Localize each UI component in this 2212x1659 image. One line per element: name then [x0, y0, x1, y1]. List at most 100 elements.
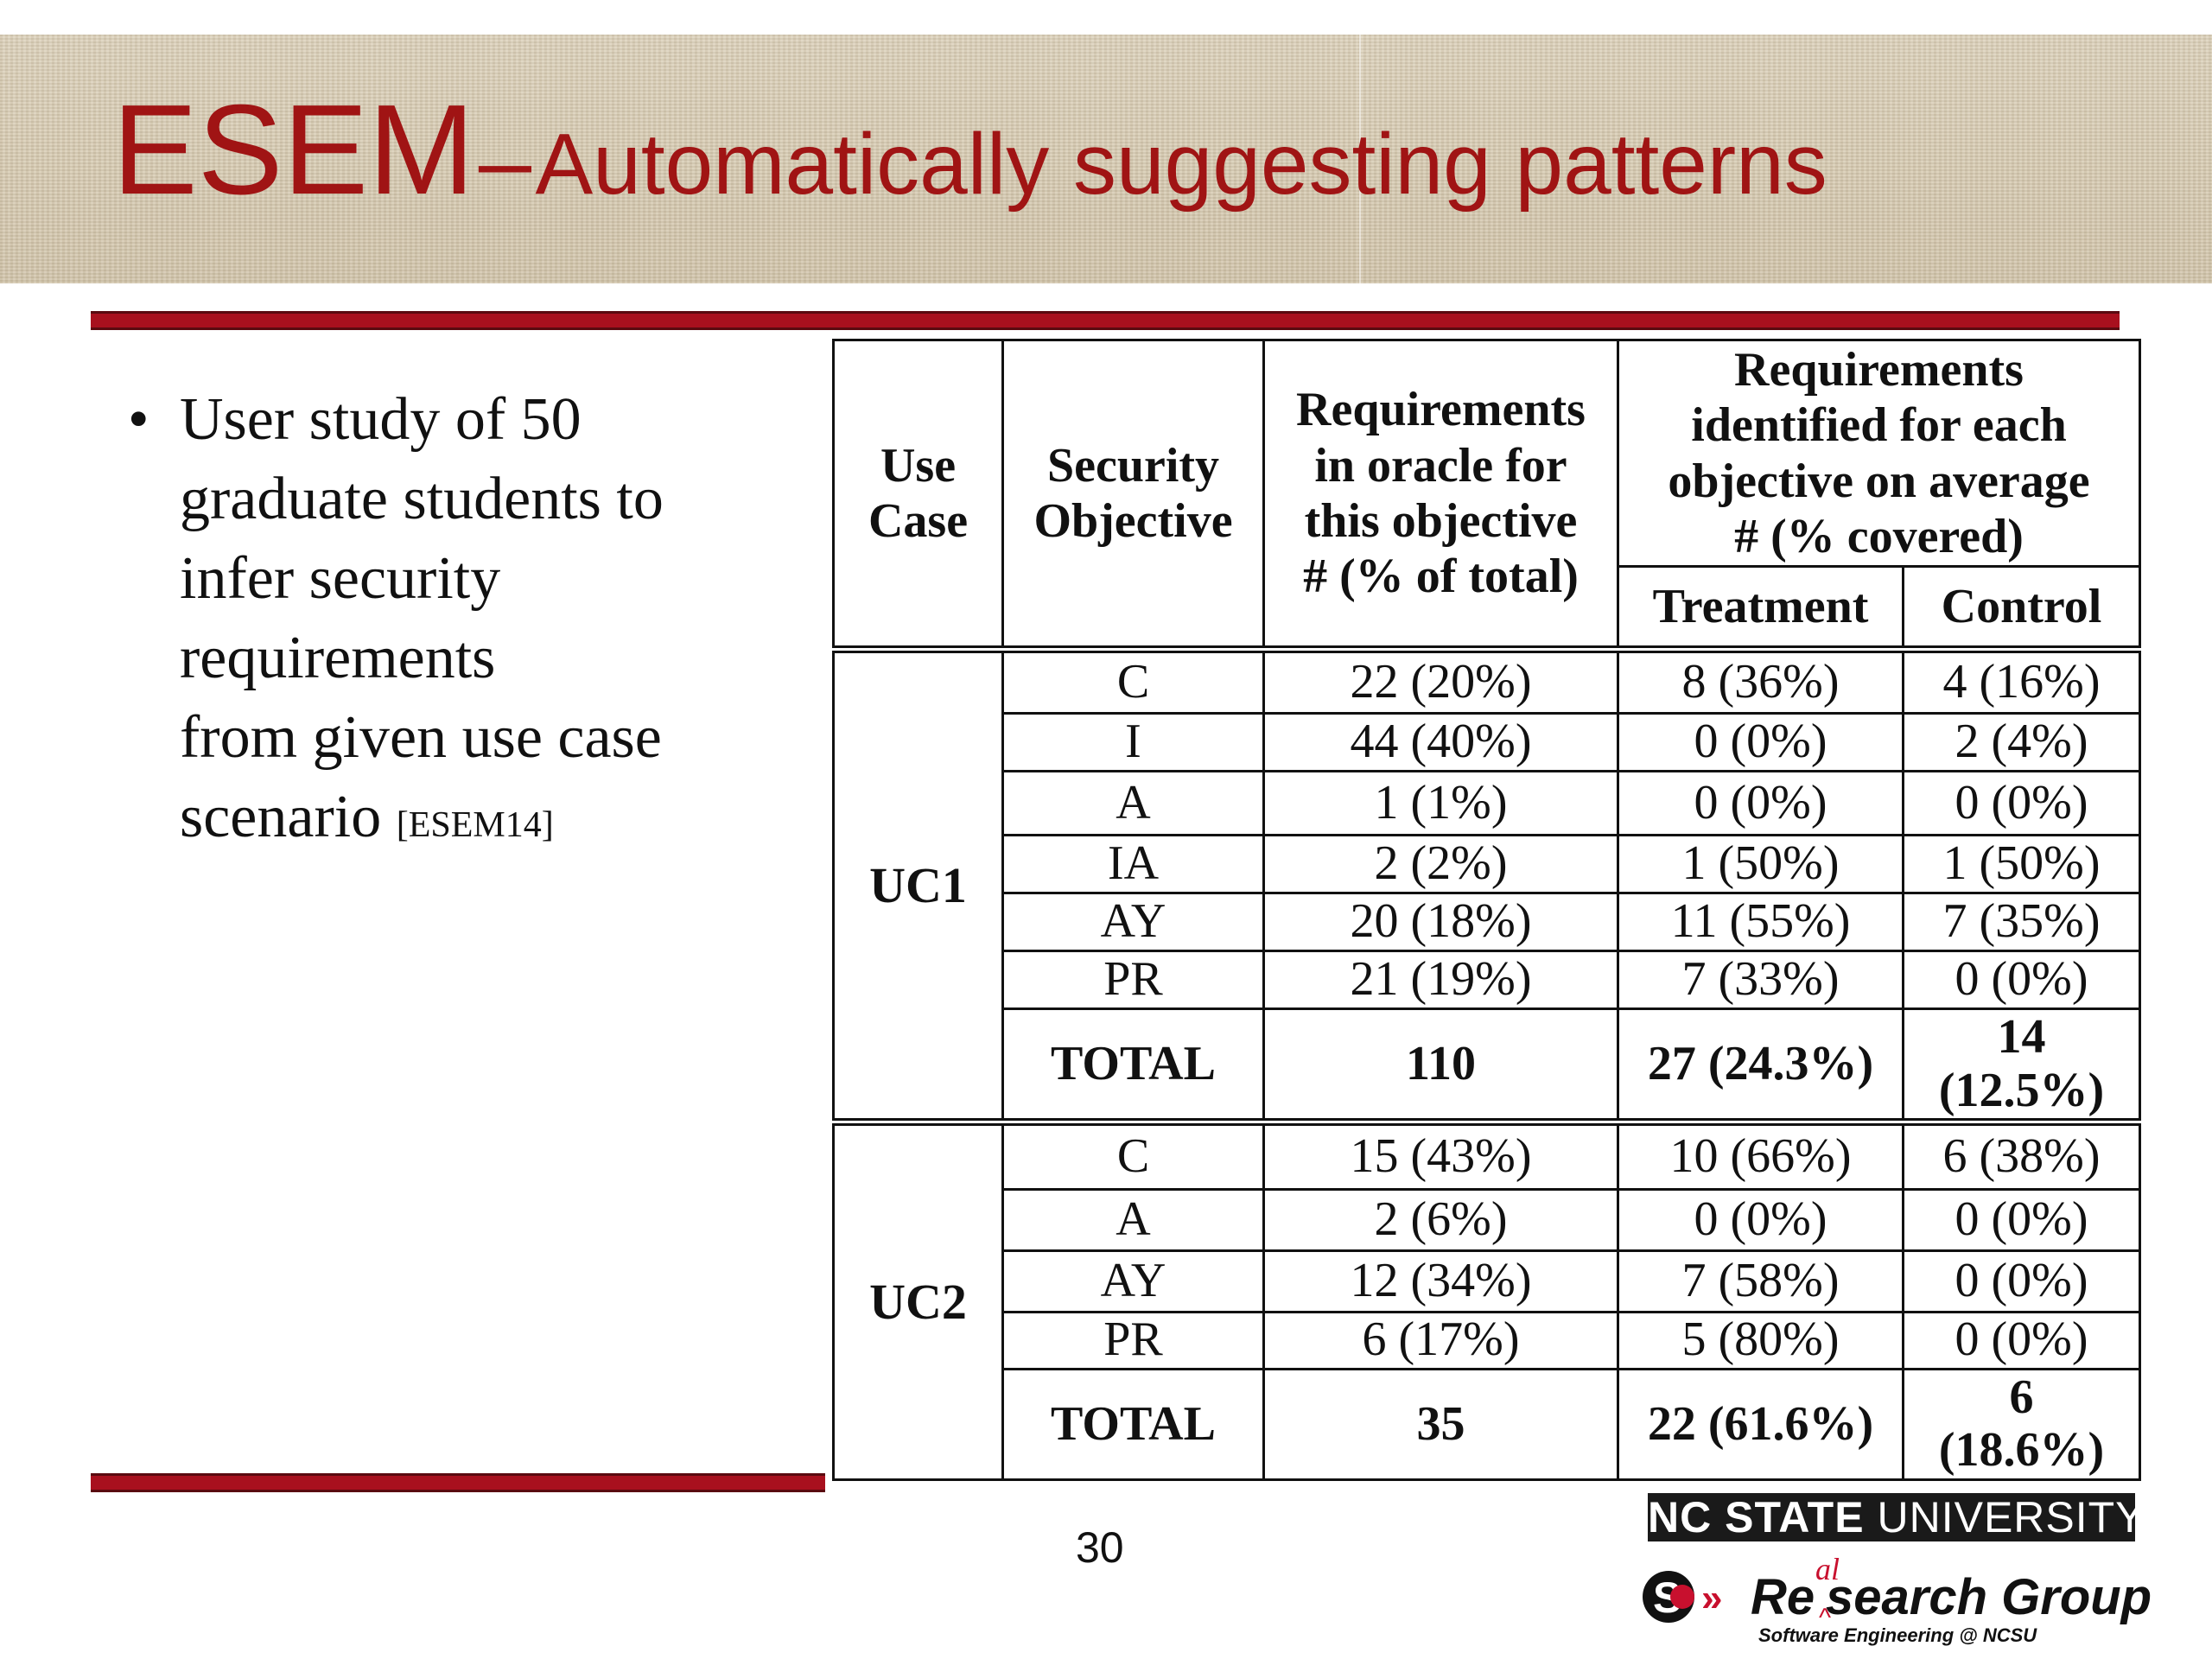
table-row: PR 21 (19%) 7 (33%) 0 (0%)	[834, 949, 2141, 1010]
table-row: UC2 C 15 (43%) 10 (66%) 6 (38%)	[832, 1118, 2141, 1481]
total-row: TOTAL 35 22 (61.6%) 6 (18.6%)	[834, 1367, 2141, 1482]
control-cell: 0 (0%)	[1902, 770, 2141, 836]
group-re: Re	[1751, 1569, 1815, 1625]
results-table: Use Case Security Objective Requirements…	[832, 339, 2141, 1482]
ncsu-logo-rest: UNIVERSITY	[1877, 1493, 2145, 1541]
header-row: Use Case Security Objective Requirements…	[832, 339, 2141, 651]
svg-text:»: »	[1701, 1577, 1722, 1619]
bullet-text: User study of 50 graduate students to in…	[180, 380, 819, 865]
bullet-line: User study of 50	[180, 386, 582, 453]
table-row: A 2 (6%) 0 (0%) 0 (0%)	[834, 1187, 2141, 1252]
control-cell: 4 (16%)	[1902, 645, 2141, 715]
slide-title: ESEM – Automatically suggesting patterns	[112, 86, 1827, 214]
control-cell: 0 (0%)	[1902, 1310, 2141, 1370]
use-case-cell: UC2	[832, 1118, 1004, 1481]
group-al: al	[1815, 1552, 1840, 1586]
bullet-line: infer security	[180, 545, 501, 612]
objective-cell: AY	[1001, 891, 1265, 952]
oracle-cell: 2 (2%)	[1262, 833, 1619, 894]
treatment-cell: 8 (36%)	[1617, 645, 1904, 715]
header-use-case: Use Case	[832, 339, 1004, 651]
bullet-line: scenario	[180, 784, 382, 850]
objective-cell: A	[1001, 1187, 1265, 1252]
table-row: UC1 C 22 (20%) 8 (36%) 4 (16%)	[832, 645, 2141, 1124]
bullet-line: graduate students to	[180, 466, 664, 532]
header-oracle: Requirements in oracle for this objectiv…	[1262, 339, 1619, 651]
oracle-cell: 12 (34%)	[1262, 1249, 1619, 1313]
bottom-rule	[91, 1473, 825, 1492]
treatment-cell: 7 (33%)	[1617, 949, 1904, 1010]
total-treatment: 27 (24.3%)	[1617, 1007, 1904, 1124]
oracle-cell: 21 (19%)	[1262, 949, 1619, 1010]
treatment-cell: 10 (66%)	[1617, 1118, 1904, 1191]
subheader-row: Treatment Control	[834, 565, 2141, 651]
title-band	[0, 35, 2212, 283]
treatment-cell: 1 (50%)	[1617, 833, 1904, 894]
objective-cell: I	[1001, 712, 1265, 773]
oracle-cell: 22 (20%)	[1262, 645, 1619, 715]
bullet-symbol: •	[128, 386, 149, 453]
ncsu-logo: NC STATE UNIVERSITY	[1648, 1493, 2145, 1541]
objective-cell: IA	[1001, 833, 1265, 894]
ncsu-logo-bold: NC STATE	[1648, 1493, 1865, 1541]
group-search: search Group	[1826, 1569, 2152, 1625]
objective-cell: C	[1001, 645, 1265, 715]
control-cell: 0 (0%)	[1902, 1249, 2141, 1313]
title-band-seam	[1359, 35, 1361, 283]
total-treatment: 22 (61.6%)	[1617, 1367, 1904, 1482]
treatment-cell: 11 (55%)	[1617, 891, 1904, 952]
title-dash: –	[478, 108, 532, 214]
table-row: PR 6 (17%) 5 (80%) 0 (0%)	[834, 1310, 2141, 1370]
table-row: A 1 (1%) 0 (0%) 0 (0%)	[834, 770, 2141, 836]
control-cell: 0 (0%)	[1902, 949, 2141, 1010]
bullet-line: requirements	[180, 625, 496, 691]
total-label: TOTAL	[1001, 1367, 1265, 1482]
title-subtitle: Automatically suggesting patterns	[535, 116, 1827, 213]
sg-emblem-icon: S »	[1643, 1571, 1722, 1623]
oracle-cell: 2 (6%)	[1262, 1187, 1619, 1252]
table-row: IA 2 (2%) 1 (50%) 1 (50%)	[834, 833, 2141, 894]
oracle-cell: 6 (17%)	[1262, 1310, 1619, 1370]
total-oracle: 35	[1262, 1367, 1619, 1482]
total-label: TOTAL	[1001, 1007, 1265, 1124]
citation: [ESEM14]	[396, 805, 554, 845]
header-treatment: Treatment	[1617, 565, 1904, 651]
treatment-cell: 0 (0%)	[1617, 712, 1904, 773]
total-control: 6 (18.6%)	[1902, 1367, 2141, 1482]
treatment-cell: 0 (0%)	[1617, 770, 1904, 836]
bullet-line: from given use case	[180, 704, 662, 771]
control-cell: 7 (35%)	[1902, 891, 2141, 952]
treatment-cell: 0 (0%)	[1617, 1187, 1904, 1252]
title-main: ESEM	[112, 79, 475, 221]
header-control: Control	[1902, 565, 2141, 651]
objective-cell: A	[1001, 770, 1265, 836]
treatment-cell: 5 (80%)	[1617, 1310, 1904, 1370]
objective-cell: PR	[1001, 1310, 1265, 1370]
oracle-cell: 1 (1%)	[1262, 770, 1619, 836]
total-row: TOTAL 110 27 (24.3%) 14 (12.5%)	[834, 1007, 2141, 1124]
page-number: 30	[1076, 1523, 1124, 1572]
control-cell: 0 (0%)	[1902, 1187, 2141, 1252]
total-control: 14 (12.5%)	[1902, 1007, 2141, 1124]
control-cell: 2 (4%)	[1902, 712, 2141, 773]
control-cell: 1 (50%)	[1902, 833, 2141, 894]
oracle-cell: 15 (43%)	[1262, 1118, 1619, 1191]
objective-cell: AY	[1001, 1249, 1265, 1313]
table-row: AY 12 (34%) 7 (58%) 0 (0%)	[834, 1249, 2141, 1313]
top-rule	[91, 311, 2120, 330]
group-tagline: Software Engineering @ NCSU	[1758, 1624, 2037, 1646]
caret-mark: ^	[1819, 1604, 1831, 1632]
objective-cell: C	[1001, 1118, 1265, 1191]
oracle-cell: 20 (18%)	[1262, 891, 1619, 952]
oracle-cell: 44 (40%)	[1262, 712, 1619, 773]
table-row: I 44 (40%) 0 (0%) 2 (4%)	[834, 712, 2141, 773]
control-cell: 6 (38%)	[1902, 1118, 2141, 1191]
bullet-line-last: scenario [ESEM14]	[180, 778, 819, 865]
table-row: AY 20 (18%) 11 (55%) 7 (35%)	[834, 891, 2141, 952]
total-oracle: 110	[1262, 1007, 1619, 1124]
treatment-cell: 7 (58%)	[1617, 1249, 1904, 1313]
realsearch-group-logo: S » Re al ^ search Group Software Engine…	[1643, 1552, 2152, 1646]
header-identified: Requirements identified for each objecti…	[1617, 339, 2141, 568]
objective-cell: PR	[1001, 949, 1265, 1010]
header-security-objective: Security Objective	[1001, 339, 1265, 651]
